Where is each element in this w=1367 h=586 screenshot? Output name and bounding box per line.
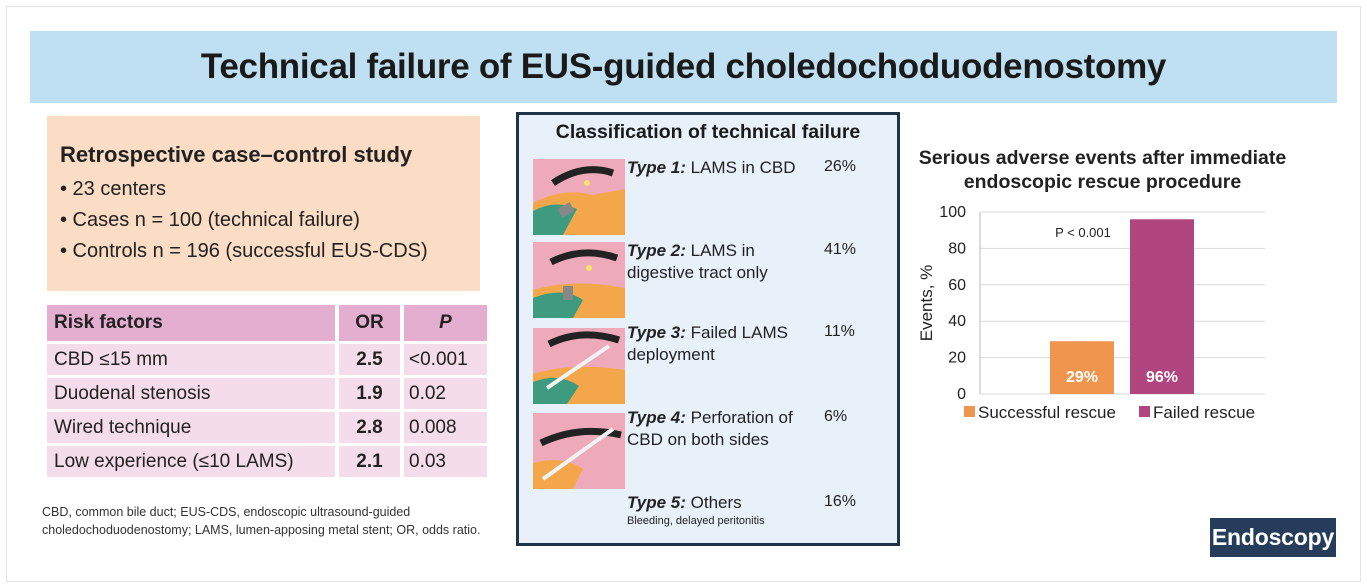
y-tick-label: 40 (948, 313, 966, 330)
or-cell: 1.9 (339, 378, 400, 409)
risk-factor-table: Risk factors OR P CBD ≤15 mm 2.5 <0.001 … (47, 302, 487, 480)
y-tick-label: 100 (939, 204, 966, 221)
table-row: CBD ≤15 mm 2.5 <0.001 (47, 344, 487, 375)
study-box: Retrospective case–control study • 23 ce… (47, 116, 480, 291)
bar-2 (1130, 219, 1194, 394)
type-1-label: Type 1: (627, 158, 686, 177)
adverse-events-chart: 0 20 40 60 80 100 Events, % 29% 96% P < 0.001 Succ… (917, 204, 1265, 422)
bar-1 (1050, 341, 1114, 394)
legend-swatch (964, 406, 975, 417)
risk-factor-cell: Duodenal stenosis (47, 378, 335, 409)
type-4-percent: 6% (824, 408, 848, 425)
footnote: CBD, common bile duct; EUS-CDS, endoscop… (42, 505, 481, 537)
p-cell: 0.03 (404, 446, 487, 477)
type-1-desc: LAMS in CBD (690, 158, 796, 177)
y-axis-label: Events, % (917, 265, 936, 342)
chart-title: Serious adverse events after immediate e… (918, 147, 1287, 193)
type-5-desc: Others (690, 493, 742, 512)
type-2-percent: 41% (824, 241, 857, 258)
table-row: Low experience (≤10 LAMS) 2.1 0.03 (47, 446, 487, 477)
risk-factor-cell: Wired technique (47, 412, 335, 443)
p-cell: 0.008 (404, 412, 487, 443)
type-4-text: Type 4: Perforation of CBD on both sides (627, 407, 817, 451)
title-banner: Technical failure of EUS-guided choledoc… (30, 31, 1337, 103)
type-1-text: Type 1: LAMS in CBD (627, 157, 817, 179)
type-3-illustration (533, 328, 625, 404)
type-2-desc: LAMS in digestive tract only (627, 241, 768, 282)
bar-data-label: 29% (1066, 369, 1098, 386)
p-cell: 0.02 (404, 378, 487, 409)
table-row: Duodenal stenosis 1.9 0.02 (47, 378, 487, 409)
study-bullet-controls: • Controls n = 196 (successful EUS-CDS) (60, 240, 428, 262)
type-3-label: Type 3: (627, 323, 686, 342)
type-1-illustration (533, 159, 625, 235)
type-2-label: Type 2: (627, 241, 686, 260)
y-tick-label: 80 (948, 240, 966, 257)
type-5-note: Bleeding, delayed peritonitis (627, 515, 765, 527)
type-5-percent: 16% (824, 493, 857, 510)
type-2-text: Type 2: LAMS in digestive tract only (627, 240, 817, 284)
study-bullet-centers: • 23 centers (60, 178, 166, 200)
classification-title: Classification of technical failure (555, 121, 861, 143)
study-bullets: • 23 centers • Cases n = 100 (technical … (60, 174, 428, 267)
type-1-percent: 26% (824, 158, 857, 175)
journal-logo: Endoscopy (1210, 518, 1336, 557)
header-or: OR (339, 305, 400, 341)
type-4-label: Type 4: (627, 408, 686, 427)
table-row: Wired technique 2.8 0.008 (47, 412, 487, 443)
page-title: Technical failure of EUS-guided choledoc… (200, 47, 1167, 86)
type-4-desc: Perforation of CBD on both sides (627, 408, 793, 449)
or-cell: 2.1 (339, 446, 400, 477)
type-3-percent: 11% (824, 323, 855, 340)
legend-label: Failed rescue (1153, 403, 1255, 422)
legend-swatch (1139, 406, 1150, 417)
risk-factor-cell: CBD ≤15 mm (47, 344, 335, 375)
type-2-illustration (533, 242, 625, 318)
type-5-text: Type 5: Others Bleeding, delayed periton… (627, 492, 817, 528)
y-tick-label: 60 (948, 277, 966, 294)
header-p: P (404, 305, 487, 341)
y-tick-label: 0 (957, 386, 966, 403)
study-bullet-cases: • Cases n = 100 (technical failure) (60, 209, 360, 231)
type-3-desc: Failed LAMS deployment (627, 323, 788, 364)
risk-factor-cell: Low experience (≤10 LAMS) (47, 446, 335, 477)
or-cell: 2.8 (339, 412, 400, 443)
p-cell: <0.001 (404, 344, 487, 375)
type-5-label: Type 5: (627, 493, 686, 512)
type-4-illustration (533, 413, 625, 489)
type-3-text: Type 3: Failed LAMS deployment (627, 322, 817, 366)
table-header-row: Risk factors OR P (47, 305, 487, 341)
classification-box: Classification of technical failure Type… (516, 112, 900, 546)
y-tick-label: 20 (948, 350, 966, 367)
p-value-annotation: P < 0.001 (1055, 225, 1111, 240)
study-title: Retrospective case–control study (60, 142, 413, 167)
legend-label: Successful rescue (978, 403, 1116, 422)
bar-data-label: 96% (1146, 369, 1178, 386)
header-risk-factors: Risk factors (47, 305, 335, 341)
or-cell: 2.5 (339, 344, 400, 375)
